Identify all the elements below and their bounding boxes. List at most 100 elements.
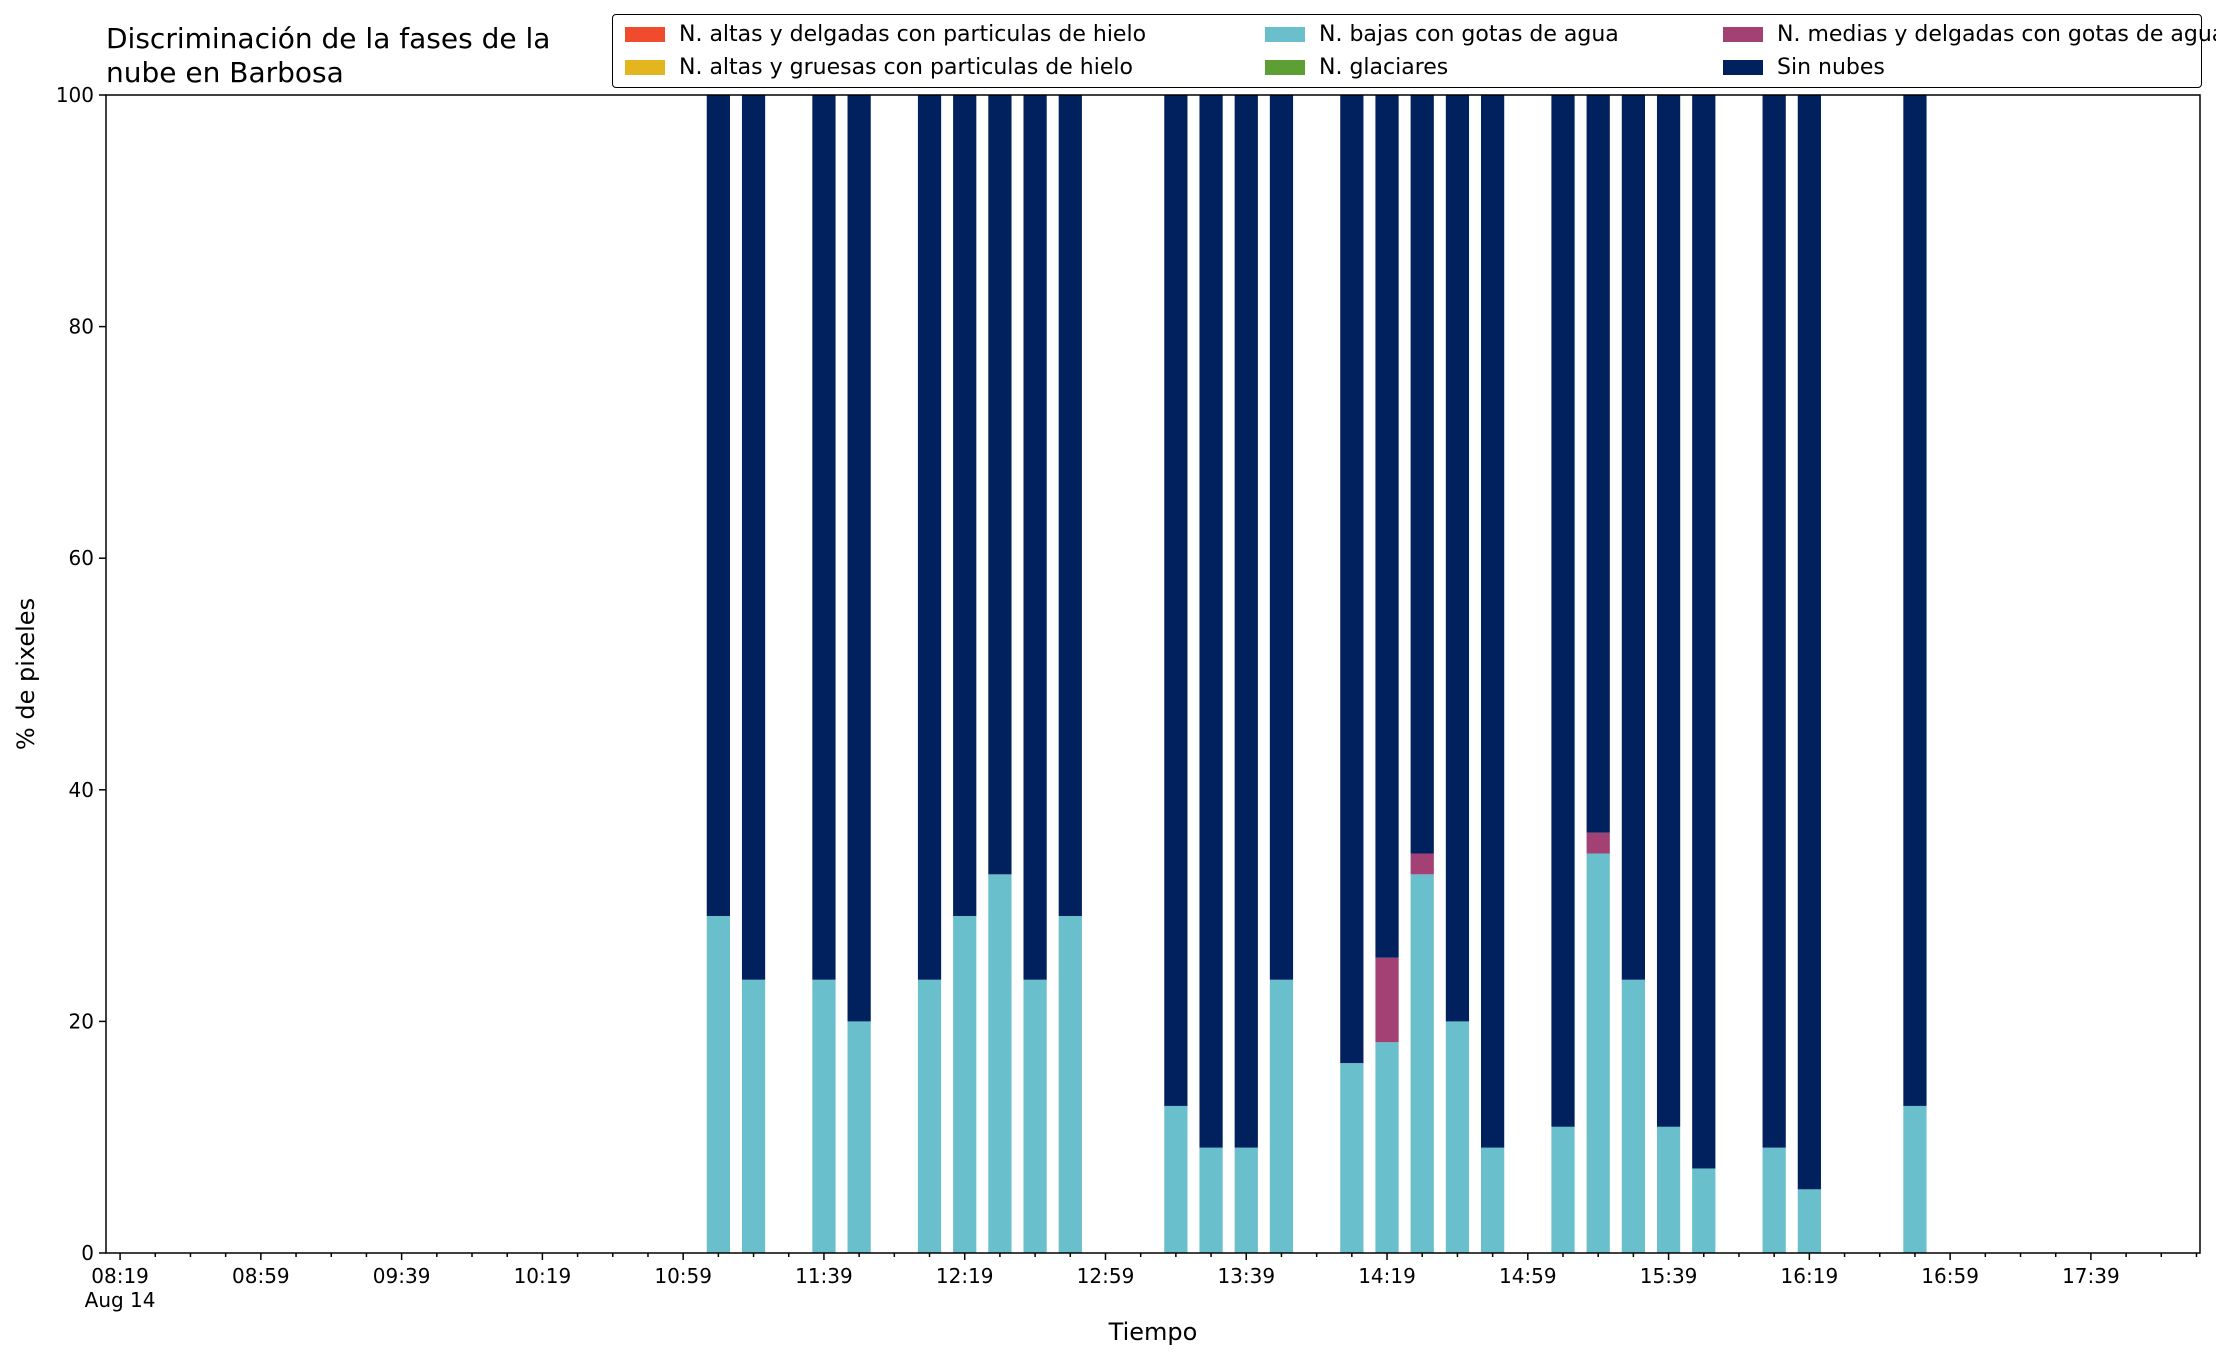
bar-n-bajas-con-gotas-de-agua-1149 [847, 1021, 871, 1253]
bar-n-bajas-con-gotas-de-agua-1609 [1762, 1147, 1786, 1253]
bar-sin-nubes-1319 [1164, 95, 1188, 1106]
bar-sin-nubes-1619 [1797, 95, 1821, 1190]
x-tick-label: 08:19 [91, 1264, 149, 1288]
bar-n-bajas-con-gotas-de-agua-1219 [953, 916, 977, 1253]
legend-item-sin-nubes: Sin nubes [1723, 52, 1885, 82]
bar-sin-nubes-1519 [1586, 95, 1610, 833]
bar-n-bajas-con-gotas-de-agua-1519 [1586, 853, 1610, 1253]
bar-n-bajas-con-gotas-de-agua-1649 [1903, 1105, 1927, 1253]
bar-n-bajas-con-gotas-de-agua-1239 [1023, 979, 1047, 1253]
legend-item-n-bajas-con-gotas-de-agua: N. bajas con gotas de agua [1265, 19, 1619, 49]
legend-swatch [1265, 59, 1305, 75]
bar-sin-nubes-1649 [1903, 95, 1927, 1106]
bar-sin-nubes-1229 [988, 95, 1012, 875]
bar-sin-nubes-1529 [1621, 95, 1645, 980]
bar-sin-nubes-1409 [1340, 95, 1364, 1064]
x-tick-label: 12:59 [1077, 1264, 1135, 1288]
y-tick-label: 20 [69, 1009, 94, 1033]
bar-sin-nubes-1139 [812, 95, 836, 980]
x-tick-label: 08:59 [232, 1264, 290, 1288]
legend-label: N. bajas con gotas de agua [1319, 21, 1619, 47]
bar-n-bajas-con-gotas-de-agua-1139 [812, 979, 836, 1253]
y-tick-label: 100 [56, 83, 94, 107]
bar-n-bajas-con-gotas-de-agua-1229 [988, 874, 1012, 1253]
legend-label: N. medias y delgadas con gotas de agua [1777, 21, 2216, 47]
x-tick-label: 14:19 [1358, 1264, 1416, 1288]
legend-label: N. altas y delgadas con particulas de hi… [679, 21, 1147, 47]
legend-item-n-glaciares: N. glaciares [1265, 52, 1448, 82]
x-date-label: Aug 14 [85, 1288, 156, 1312]
bar-n-bajas-con-gotas-de-agua-1509 [1551, 1126, 1575, 1253]
bar-n-bajas-con-gotas-de-agua-1329 [1199, 1147, 1223, 1253]
bar-sin-nubes-1549 [1692, 95, 1716, 1169]
x-tick-label: 16:19 [1781, 1264, 1839, 1288]
bar-sin-nubes-1419 [1375, 95, 1399, 958]
bar-n-bajas-con-gotas-de-agua-1209 [917, 979, 942, 1253]
bar-sin-nubes-1429 [1410, 95, 1434, 854]
bar-sin-nubes-1209 [917, 95, 942, 980]
legend-swatch [625, 26, 665, 42]
bar-sin-nubes-1439 [1445, 95, 1470, 1022]
bar-sin-nubes-1609 [1762, 95, 1786, 1148]
bar-sin-nubes-1119 [741, 95, 766, 980]
bar-n-bajas-con-gotas-de-agua-1119 [741, 979, 766, 1253]
x-axis-label: Tiempo [1108, 1318, 1198, 1346]
y-tick-label: 0 [81, 1241, 94, 1265]
x-tick-label: 14:59 [1499, 1264, 1557, 1288]
legend-swatch [625, 59, 665, 75]
bar-sin-nubes-1219 [953, 95, 977, 917]
bar-n-bajas-con-gotas-de-agua-1339 [1234, 1147, 1258, 1253]
x-tick-label: 16:59 [1921, 1264, 1979, 1288]
bar-n-bajas-con-gotas-de-agua-1109 [706, 916, 730, 1253]
bar-sin-nubes-1449 [1481, 95, 1505, 1148]
legend-swatch [1723, 26, 1763, 42]
bar-sin-nubes-1339 [1234, 95, 1258, 1148]
bar-sin-nubes-1149 [847, 95, 871, 1022]
y-axis-label: % de pixeles [12, 598, 40, 750]
chart-title: Discriminación de la fases de la nube en… [106, 22, 551, 89]
bar-n-bajas-con-gotas-de-agua-1529 [1621, 979, 1645, 1253]
y-tick-label: 60 [69, 546, 94, 570]
bar-sin-nubes-1239 [1023, 95, 1047, 980]
legend: N. altas y delgadas con particulas de hi… [612, 14, 2216, 88]
x-tick-label: 15:39 [1640, 1264, 1698, 1288]
legend-swatch [1265, 26, 1305, 42]
bar-n-bajas-con-gotas-de-agua-1429 [1410, 874, 1434, 1253]
bar-sin-nubes-1509 [1551, 95, 1575, 1127]
x-tick-label: 10:59 [654, 1264, 712, 1288]
x-tick-label: 12:19 [936, 1264, 994, 1288]
bar-n-bajas-con-gotas-de-agua-1439 [1445, 1021, 1470, 1253]
bar-n-bajas-con-gotas-de-agua-1419 [1375, 1042, 1399, 1253]
bar-n-bajas-con-gotas-de-agua-1349 [1269, 979, 1294, 1253]
legend-label: N. glaciares [1319, 54, 1449, 80]
bar-n-bajas-con-gotas-de-agua-1619 [1797, 1189, 1821, 1253]
x-tick-label: 09:39 [373, 1264, 431, 1288]
bar-n-bajas-con-gotas-de-agua-1409 [1340, 1063, 1364, 1253]
x-tick-label: 17:39 [2062, 1264, 2120, 1288]
bar-n-medias-y-delgadas-con-gotas-de-agua-1519 [1586, 832, 1610, 854]
bar-n-bajas-con-gotas-de-agua-1449 [1481, 1147, 1505, 1253]
bar-sin-nubes-1349 [1269, 95, 1294, 980]
legend-label: N. altas y gruesas con particulas de hie… [679, 54, 1133, 80]
y-tick-label: 40 [69, 778, 94, 802]
bar-sin-nubes-1109 [706, 95, 730, 917]
x-tick-label: 13:39 [1217, 1264, 1275, 1288]
bar-n-bajas-con-gotas-de-agua-1249 [1058, 916, 1082, 1253]
y-tick-label: 80 [69, 315, 94, 339]
y-axis: 0 20 40 60 80 100 [56, 83, 106, 1265]
bars-group [706, 95, 1927, 1253]
legend-item-n-medias-y-delgadas-con-gotas-de-agua: N. medias y delgadas con gotas de agua [1723, 19, 2216, 49]
legend-label: Sin nubes [1777, 54, 1885, 80]
bar-n-bajas-con-gotas-de-agua-1539 [1656, 1126, 1681, 1253]
legend-item-n-altas-y-delgadas-con-particulas-de-hielo: N. altas y delgadas con particulas de hi… [625, 19, 1146, 49]
bar-n-medias-y-delgadas-con-gotas-de-agua-1429 [1410, 853, 1434, 875]
plot-frame [105, 94, 2201, 1254]
legend-item-n-altas-y-gruesas-con-particulas-de-hielo: N. altas y gruesas con particulas de hie… [625, 52, 1133, 82]
bar-sin-nubes-1539 [1656, 95, 1681, 1127]
x-tick-label: 11:39 [795, 1264, 853, 1288]
bar-n-bajas-con-gotas-de-agua-1319 [1164, 1105, 1188, 1253]
x-tick-label: 10:19 [514, 1264, 572, 1288]
bar-sin-nubes-1329 [1199, 95, 1223, 1148]
